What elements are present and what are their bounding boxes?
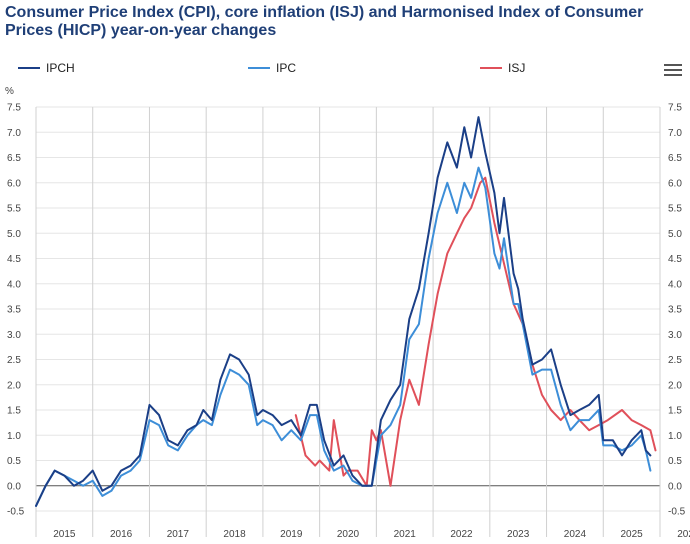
x-tick-label: 2019 [280,529,303,540]
y-tick-label-left: 6.5 [7,153,21,164]
x-tick-label: 2025 [621,529,644,540]
x-tick-label: 2024 [564,529,587,540]
x-tick-label: 2015 [53,529,76,540]
y-tick-label-left: 2.0 [7,380,21,391]
x-tick-label: 2018 [223,529,246,540]
x-tick-label: 2023 [507,529,530,540]
y-tick-label-left: 0.0 [7,481,21,492]
y-tick-label-right: 1.5 [668,406,682,417]
y-tick-label-right: -0.5 [668,507,686,518]
legend-swatch-ipch [18,67,40,69]
y-tick-label-right: 7.5 [668,103,682,114]
y-tick-label-left: 0.5 [7,456,21,467]
y-tick-label-left: 6.0 [7,178,21,189]
series-line-isj [294,176,657,487]
y-tick-label-right: 0.0 [668,481,682,492]
series-line-ipch [35,116,652,507]
y-tick-label-right: 3.0 [668,330,682,341]
legend-label-isj: ISJ [508,61,526,75]
y-tick-label-left: 5.0 [7,229,21,240]
y-tick-label-right: 6.5 [668,153,682,164]
legend-label-ipc: IPC [276,61,297,75]
y-tick-label-left: 1.5 [7,406,21,417]
y-tick-label-left: 3.0 [7,330,21,341]
y-tick-label-right: 7.0 [668,128,682,139]
x-tick-label: 2021 [394,529,417,540]
y-tick-label-left: 2.5 [7,355,21,366]
y-tick-label-left: 1.0 [7,431,21,442]
y-tick-label-right: 2.0 [668,380,682,391]
y-tick-label-right: 2.5 [668,355,682,366]
legend-label-ipch: IPCH [46,61,75,75]
legend-item-ipch[interactable]: IPCH [18,61,75,75]
legend-item-ipc[interactable]: IPC [248,61,296,75]
y-tick-label-left: 7.0 [7,128,21,139]
x-tick-label: 2016 [110,529,133,540]
y-tick-label-right: 3.5 [668,305,682,316]
x-tick-label: 2017 [167,529,190,540]
chart-title: Consumer Price Index (CPI), core inflati… [5,4,644,39]
y-tick-label-left: 4.5 [7,254,21,265]
x-tick-label: 2022 [450,529,473,540]
y-tick-label-right: 5.5 [668,204,682,215]
legend-item-isj[interactable]: ISJ [480,61,525,75]
x-tick-label: 2020 [337,529,360,540]
y-tick-label-right: 5.0 [668,229,682,240]
y-tick-label-right: 6.0 [668,178,682,189]
x-tick-label: 2026 [677,529,690,540]
y-tick-label-left: -0.5 [7,507,25,518]
y-tick-label-left: 3.5 [7,305,21,316]
series-line-ipc [35,166,652,507]
y-tick-label-right: 4.0 [668,279,682,290]
y-tick-label-right: 4.5 [668,254,682,265]
y-tick-label-left: 7.5 [7,103,21,114]
legend-swatch-ipc [248,67,270,69]
y-axis-unit-label: % [5,86,14,97]
y-tick-label-right: 0.5 [668,456,682,467]
y-tick-label-left: 4.0 [7,279,21,290]
y-tick-label-left: 5.5 [7,204,21,215]
legend-swatch-isj [480,67,502,69]
hamburger-menu-icon[interactable] [664,64,682,78]
y-tick-label-right: 1.0 [668,431,682,442]
